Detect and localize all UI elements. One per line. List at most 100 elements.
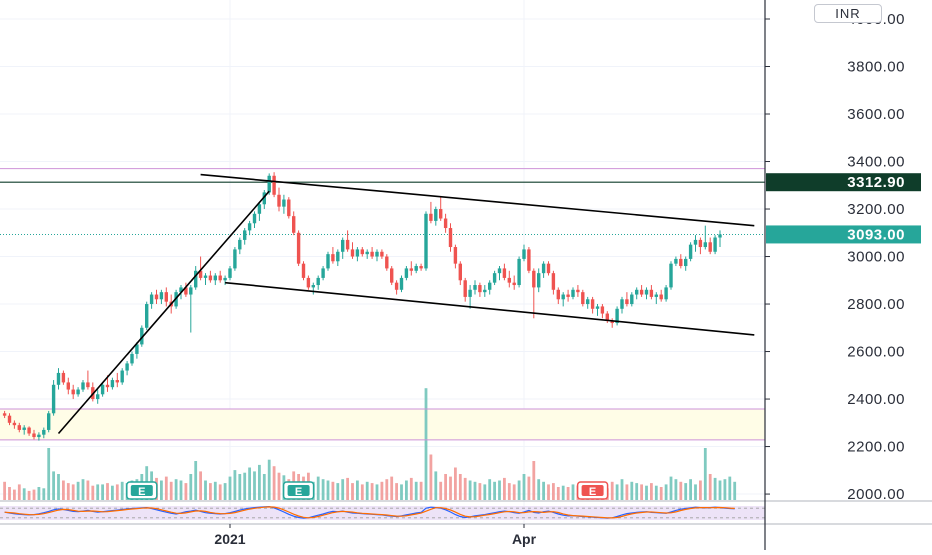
volume-bar (346, 477, 349, 500)
oscillator-band (0, 506, 765, 520)
stochastic-d-line (4, 506, 735, 519)
candle-body (355, 249, 360, 257)
volume-bar (233, 470, 237, 500)
candle-body (257, 204, 262, 214)
volume-bar (32, 489, 36, 500)
volume-bar (610, 481, 614, 500)
volume-bar (439, 481, 443, 500)
volume-bar (81, 479, 85, 500)
candle-body (223, 277, 227, 281)
candle-body (326, 254, 330, 269)
earnings-marker[interactable]: E (282, 481, 315, 500)
volume-bar (645, 485, 648, 500)
candle-body (595, 306, 600, 309)
earnings-marker-fill[interactable] (581, 485, 604, 496)
candle-body (296, 232, 301, 264)
volume-bar (498, 480, 501, 500)
volume-bar (723, 479, 727, 500)
candle-body (488, 282, 492, 290)
volume-bar (326, 480, 330, 500)
earnings-marker-label[interactable]: E (295, 486, 302, 498)
volume-bar (380, 481, 384, 500)
candle-body (468, 289, 472, 297)
volume-bar (228, 476, 232, 500)
candle-body (32, 433, 36, 438)
candle-body (566, 294, 570, 297)
candle-body (282, 199, 286, 207)
candle-body (684, 258, 688, 267)
y-tick-label: 2000.00 (847, 486, 905, 503)
y-tick-label: 3600.00 (847, 106, 905, 123)
candle-body (277, 194, 281, 207)
candle-body (130, 353, 134, 364)
earnings-marker-fill[interactable] (130, 485, 153, 496)
volume-bar (106, 483, 109, 500)
volume-bar (458, 474, 462, 500)
volume-bar (120, 481, 124, 500)
volume-bar (488, 479, 492, 500)
candle-body (238, 239, 242, 250)
candle-body (96, 394, 100, 400)
candle-body (42, 429, 46, 435)
volume-bar (258, 464, 261, 500)
trendline (225, 281, 755, 336)
volume-bar (503, 477, 506, 500)
candle-body (586, 299, 590, 305)
volume-bar (694, 484, 697, 500)
volume-bar (47, 448, 51, 500)
candle-body (669, 263, 673, 288)
volume-bar (537, 479, 541, 500)
candle-body (100, 384, 105, 395)
candle-body (375, 251, 379, 257)
candle-body (644, 289, 649, 295)
candle-body (243, 230, 247, 240)
earnings-marker-label[interactable]: E (589, 486, 596, 498)
volume-bar (262, 474, 266, 500)
earnings-marker[interactable]: E (126, 481, 158, 500)
candle-body (380, 251, 384, 257)
volume-bar (713, 477, 717, 500)
volume-bar (547, 484, 550, 500)
volume-bar (111, 485, 114, 500)
volume-bar (429, 454, 433, 500)
candle-body (311, 285, 315, 288)
volume-bar (13, 489, 16, 500)
trendlines (57, 173, 755, 435)
earnings-marker[interactable]: E (576, 481, 609, 500)
volume-bar (630, 481, 634, 500)
trendline (57, 190, 270, 435)
volume-bar (86, 480, 90, 500)
volume-bar (341, 479, 345, 500)
axes: 4000.003800.003600.003400.003200.003000.… (214, 0, 905, 550)
earnings-marker-label[interactable]: E (138, 486, 145, 498)
volume-bar (449, 476, 452, 500)
volume-bar (351, 483, 354, 500)
volume-bar (463, 477, 467, 500)
candle-body (198, 270, 203, 278)
candle-body (262, 192, 266, 205)
volume-bar (507, 483, 511, 500)
volume-bar (37, 487, 41, 500)
candle-body (145, 304, 149, 328)
volume-bar (424, 388, 428, 500)
volume-bar (76, 481, 80, 500)
volume-bar (620, 479, 624, 500)
candle-body (81, 382, 85, 390)
candle-body (247, 223, 252, 231)
candle-body (321, 268, 325, 278)
candle-body (556, 289, 560, 300)
volume-bar (66, 483, 70, 500)
candle-body (541, 263, 546, 274)
candle-body (630, 294, 634, 305)
earnings-marker-fill[interactable] (287, 485, 310, 496)
candle-body (22, 427, 26, 430)
volume-bar (22, 488, 26, 500)
volume-bar (223, 483, 227, 500)
currency-badge[interactable]: INR (814, 4, 882, 23)
volume-bar (370, 483, 374, 500)
candle-body (434, 209, 438, 221)
candle-body (159, 292, 164, 300)
